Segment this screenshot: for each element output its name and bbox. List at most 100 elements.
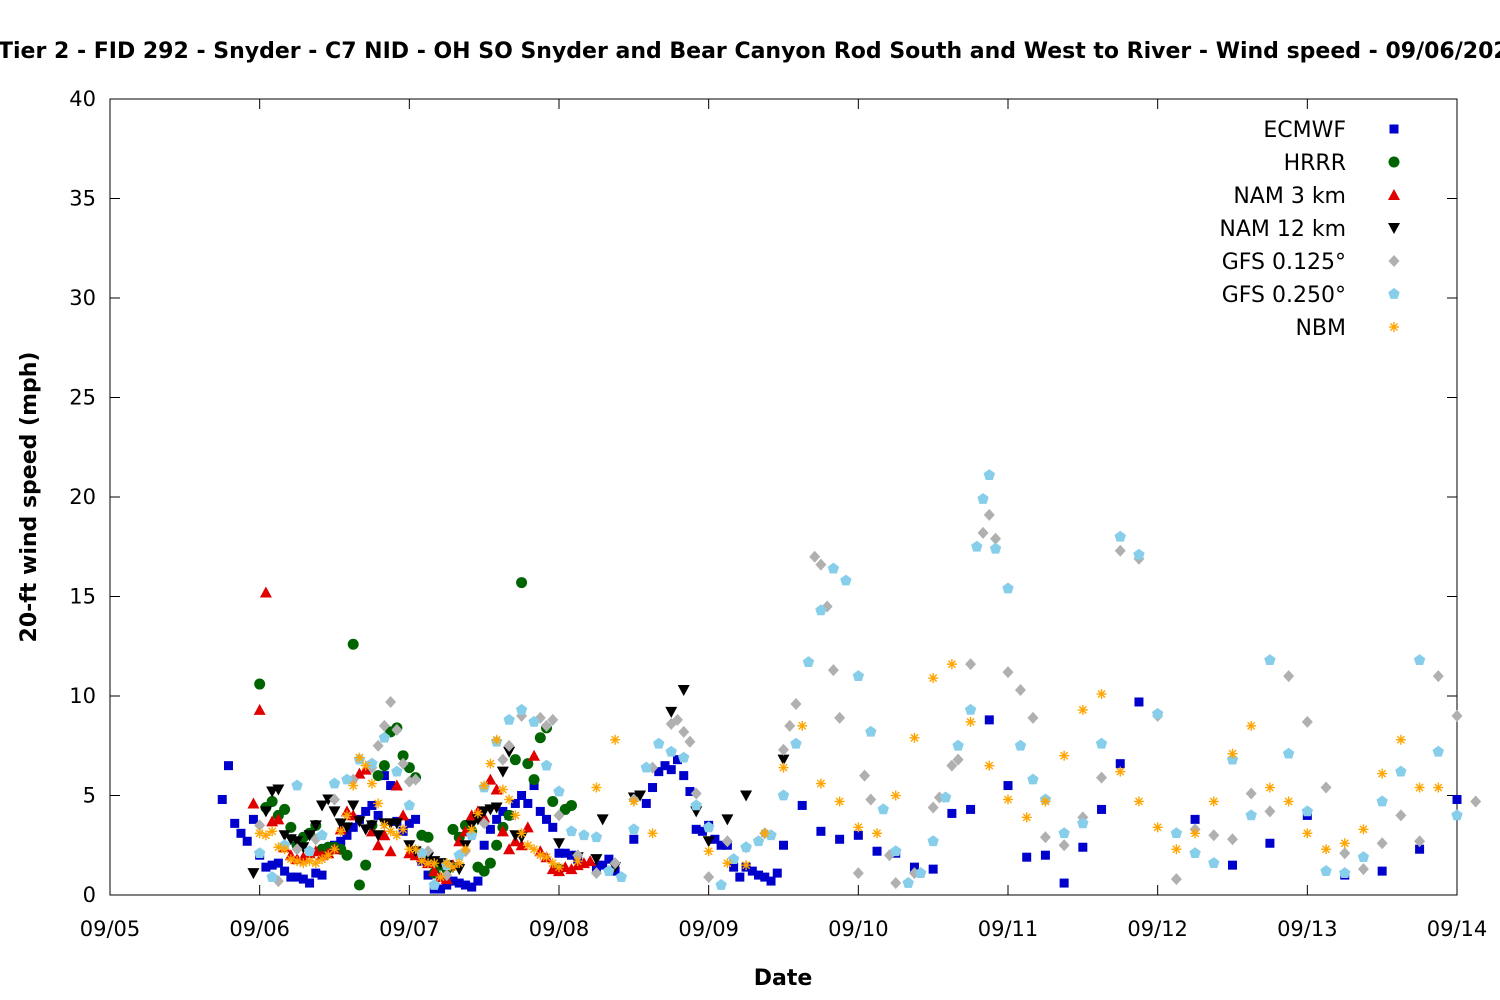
y-axis-label: 20-ft wind speed (mph)	[17, 352, 42, 643]
point-gfs-0-250	[890, 845, 902, 857]
point-ecmwf	[548, 822, 558, 832]
point-nbm	[1115, 766, 1126, 777]
point-hrrr	[360, 859, 372, 871]
point-gfs-0-125	[541, 719, 553, 732]
point-gfs-0-125	[946, 759, 958, 772]
point-gfs-0-250	[628, 823, 640, 835]
point-nbm	[310, 858, 321, 869]
point-gfs-0-250	[1264, 654, 1276, 666]
legend-marker-gfs-0-250	[1388, 288, 1400, 299]
point-gfs-0-250	[939, 791, 952, 803]
point-gfs-0-125	[590, 867, 602, 880]
point-gfs-0-125	[1170, 873, 1182, 886]
point-ecmwf	[1115, 759, 1125, 769]
point-gfs-0-125	[1264, 805, 1276, 818]
point-nbm	[504, 794, 515, 805]
point-gfs-0-250	[615, 871, 628, 882]
legend-marker-nam-12-km	[1388, 223, 1400, 234]
point-gfs-0-250	[640, 761, 653, 773]
point-nbm	[1133, 796, 1144, 807]
point-nam-3-km	[247, 797, 260, 809]
point-nbm	[872, 828, 883, 839]
point-ecmwf	[230, 818, 240, 828]
point-hrrr	[397, 750, 409, 762]
point-nam-12-km	[359, 824, 372, 836]
point-gfs-0-125	[291, 843, 303, 856]
point-hrrr	[353, 879, 365, 891]
point-gfs-0-250	[802, 656, 815, 668]
point-gfs-0-250	[1245, 809, 1257, 821]
point-gfs-0-250	[1357, 851, 1370, 863]
series-nam-3-km	[247, 586, 597, 885]
point-nam-12-km	[590, 854, 603, 866]
point-gfs-0-250	[1208, 857, 1220, 869]
point-gfs-0-250	[952, 739, 964, 751]
series-ecmwf	[217, 697, 1462, 894]
legend-marker-gfs-0-125	[1388, 255, 1400, 267]
point-gfs-0-250	[590, 831, 603, 843]
point-nbm	[398, 824, 409, 835]
legend-label-gfs-0-250: GFS 0.250°	[1222, 283, 1346, 308]
point-nam-3-km	[384, 845, 397, 857]
point-nbm	[1377, 768, 1388, 779]
point-hrrr	[478, 865, 490, 877]
point-nbm	[1208, 796, 1219, 807]
point-gfs-0-125	[609, 857, 621, 870]
legend-label-hrrr: HRRR	[1284, 151, 1346, 176]
point-nam-12-km	[303, 830, 316, 842]
point-ecmwf	[598, 860, 608, 870]
point-nbm	[741, 860, 752, 871]
legend-label-nam-12-km: NAM 12 km	[1219, 217, 1346, 242]
point-ecmwf	[697, 826, 707, 836]
point-ecmwf	[317, 870, 327, 880]
point-nbm	[965, 716, 976, 727]
point-nbm	[703, 846, 714, 857]
point-hrrr	[522, 758, 534, 770]
point-gfs-0-250	[391, 765, 403, 777]
point-gfs-0-250	[927, 835, 939, 847]
point-nam-3-km	[372, 839, 385, 851]
point-nbm	[1283, 796, 1294, 807]
point-nam-3-km	[496, 825, 509, 837]
point-ecmwf	[460, 880, 470, 890]
point-nbm	[1246, 720, 1257, 731]
point-gfs-0-250	[852, 670, 865, 681]
point-ecmwf	[1059, 878, 1069, 888]
point-gfs-0-250	[553, 785, 565, 797]
point-ecmwf	[261, 862, 271, 872]
point-ecmwf	[361, 806, 371, 816]
point-gfs-0-250	[678, 751, 690, 763]
point-hrrr	[547, 795, 559, 807]
point-gfs-0-250	[740, 841, 752, 853]
point-ecmwf	[1097, 804, 1107, 814]
point-nbm	[491, 734, 502, 745]
point-nam-3-km	[565, 863, 578, 875]
point-nbm	[1021, 812, 1032, 823]
point-ecmwf	[479, 840, 489, 850]
point-gfs-0-250	[971, 540, 983, 552]
point-ecmwf	[754, 870, 764, 880]
point-ecmwf	[373, 810, 383, 820]
x-axis: 09/05 09/06 09/07 09/08 09/09 09/10 09/11 09/12…	[80, 99, 1487, 941]
point-gfs-0-125	[1414, 835, 1426, 848]
point-gfs-0-250	[815, 604, 827, 616]
point-nam-12-km	[334, 818, 347, 830]
point-ecmwf	[641, 798, 651, 808]
point-gfs-0-250	[1077, 817, 1089, 829]
point-ecmwf	[529, 781, 539, 791]
point-gfs-0-250	[378, 731, 391, 743]
point-ecmwf	[654, 767, 664, 777]
point-nbm	[522, 840, 533, 851]
point-ecmwf	[442, 880, 452, 890]
point-gfs-0-125	[778, 743, 789, 756]
point-ecmwf	[542, 814, 552, 824]
point-gfs-0-125	[703, 871, 715, 884]
point-gfs-0-125	[965, 658, 977, 671]
point-gfs-0-250	[1301, 805, 1314, 817]
point-ecmwf	[872, 846, 882, 856]
point-nam-3-km	[253, 703, 266, 715]
point-gfs-0-250	[291, 779, 303, 791]
point-gfs-0-250	[1395, 765, 1407, 777]
point-ecmwf	[286, 872, 296, 882]
point-nbm	[360, 760, 371, 771]
